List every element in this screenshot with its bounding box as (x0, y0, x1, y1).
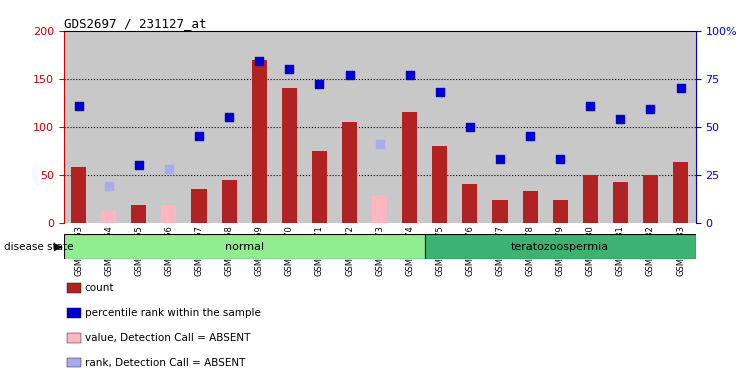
Text: normal: normal (224, 242, 264, 252)
Bar (395, 31, 425, 223)
Point (373, 141, 386, 147)
Bar (334, 31, 364, 223)
Point (494, 156, 506, 162)
Bar (64, 31, 94, 223)
Bar (425, 234, 696, 259)
Point (193, 133, 205, 139)
Bar (162, 205, 177, 223)
Point (614, 116, 626, 122)
Bar (515, 31, 545, 223)
Bar (462, 184, 477, 223)
Point (343, 72, 355, 78)
Point (554, 156, 566, 162)
Bar (312, 151, 327, 223)
Bar (553, 200, 568, 223)
Bar (636, 31, 666, 223)
Text: percentile rank within the sample: percentile rank within the sample (85, 308, 260, 318)
Text: ▶: ▶ (54, 242, 62, 252)
Bar (583, 175, 598, 223)
Bar (523, 191, 538, 223)
Bar (123, 31, 154, 223)
Bar (304, 31, 334, 223)
Point (404, 72, 416, 78)
Bar (275, 31, 304, 223)
Point (584, 103, 596, 109)
Bar (492, 200, 508, 223)
Bar (132, 205, 147, 223)
Point (102, 183, 114, 189)
Bar (613, 182, 628, 223)
Bar (184, 31, 214, 223)
Text: teratozoospermia: teratozoospermia (511, 242, 610, 252)
Bar (575, 31, 605, 223)
Text: count: count (85, 283, 114, 293)
Point (524, 133, 536, 139)
Bar (71, 167, 86, 223)
Bar (214, 31, 244, 223)
Bar (101, 211, 116, 223)
Bar (643, 175, 658, 223)
Point (133, 162, 145, 168)
Text: disease state: disease state (4, 242, 73, 252)
Bar (605, 31, 636, 223)
Bar (432, 146, 447, 223)
Point (283, 66, 295, 72)
Bar (221, 180, 236, 223)
Point (313, 81, 325, 88)
Bar (154, 31, 184, 223)
Point (73, 103, 85, 109)
Text: rank, Detection Call = ABSENT: rank, Detection Call = ABSENT (85, 358, 245, 368)
Point (675, 85, 687, 91)
Bar (364, 31, 395, 223)
Bar (64, 234, 425, 259)
Bar (282, 88, 297, 223)
Bar (191, 189, 206, 223)
Bar (372, 196, 387, 223)
Text: GDS2697 / 231127_at: GDS2697 / 231127_at (64, 17, 206, 30)
Point (434, 89, 446, 95)
Point (464, 124, 476, 130)
Point (645, 106, 657, 113)
Bar (251, 60, 267, 223)
Point (254, 58, 266, 65)
Point (163, 166, 175, 172)
Point (223, 114, 235, 120)
Bar (244, 31, 275, 223)
Bar (342, 122, 357, 223)
Bar (545, 31, 575, 223)
Bar (402, 113, 417, 223)
Bar (666, 31, 696, 223)
Bar (94, 31, 123, 223)
Bar (673, 162, 688, 223)
Text: value, Detection Call = ABSENT: value, Detection Call = ABSENT (85, 333, 250, 343)
Bar (485, 31, 515, 223)
Bar (425, 31, 455, 223)
Bar (455, 31, 485, 223)
